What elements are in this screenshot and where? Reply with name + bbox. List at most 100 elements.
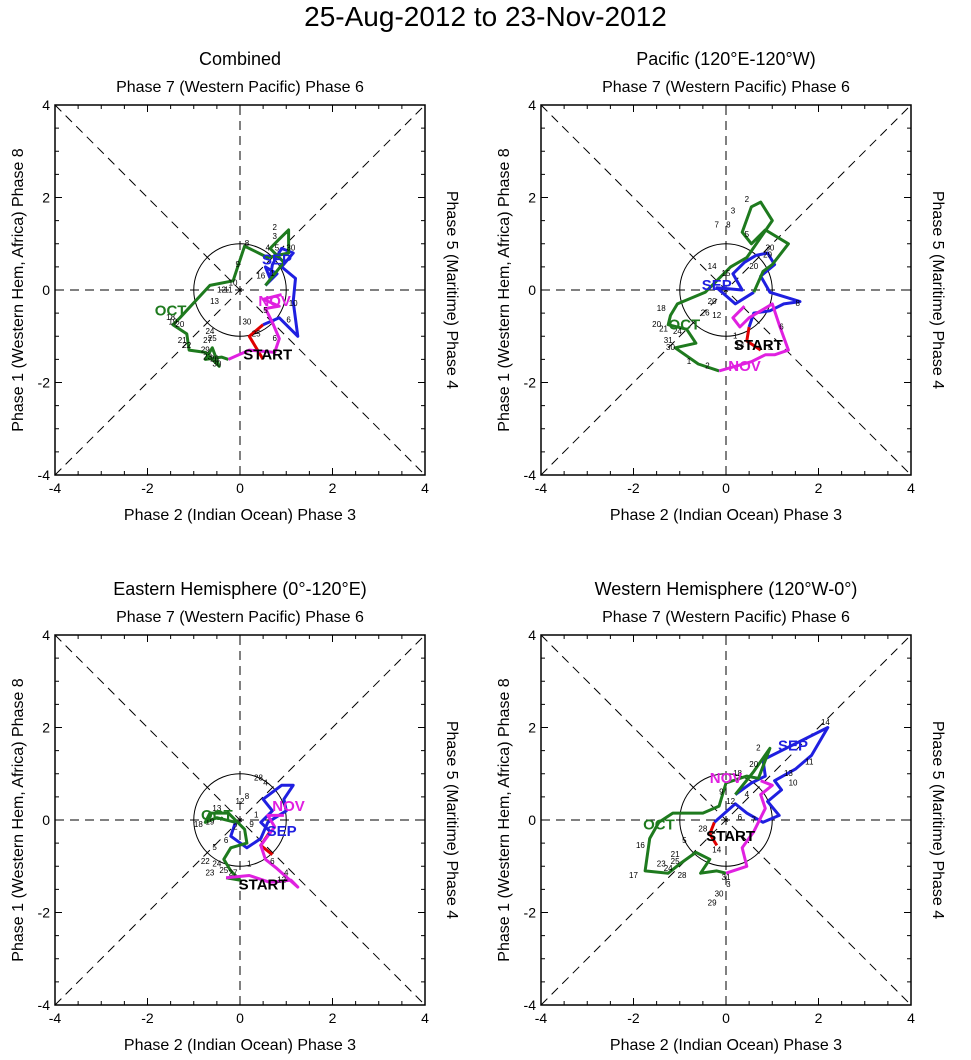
day-label: 2 [756,744,761,753]
day-label: 11 [224,285,233,294]
day-label: 28 [678,871,687,880]
right-axis-label: Phase 5 (Maritime) Phase 4 [929,721,946,919]
right-axis-label: Phase 5 (Maritime) Phase 4 [443,191,460,389]
day-label: 9 [235,260,240,269]
series-line-nov [227,293,282,361]
series-line-aug [745,326,762,352]
day-label: 30 [765,244,774,253]
y-tick-label: -2 [38,375,51,391]
day-label: 19 [205,818,214,827]
day-label: 4 [266,244,271,253]
x-tick-label: 4 [907,480,915,496]
day-label: 20 [175,320,184,329]
day-label: 16 [636,841,645,850]
day-label: 23 [203,352,212,361]
day-label: 9 [719,788,724,797]
day-label: 19 [168,318,177,327]
day-label: 14 [708,262,717,271]
series-line-oct [666,200,790,373]
day-label: 5 [263,306,268,315]
day-label: 24 [205,327,214,336]
day-label: 30 [666,343,675,352]
day-label: 31 [664,336,673,345]
day-label: 5 [212,843,217,852]
day-label: 25 [219,866,228,875]
day-label: 28 [254,774,263,783]
month-label-nov: NOV [258,293,291,310]
day-label: 30 [286,244,295,253]
month-label-start: START [239,876,288,893]
day-label: 2 [705,362,710,371]
series-line-nov [225,813,300,889]
x-tick-label: 2 [329,480,337,496]
y-tick-label: -4 [524,467,537,483]
main-title: 25-Aug-2012 to 23-Nov-2012 [304,1,667,32]
y-tick-label: 2 [528,190,536,206]
day-label: 21 [671,850,680,859]
day-label: 4 [745,790,750,799]
day-label: 9 [249,820,254,829]
day-label: 29 [201,345,210,354]
top-axis-label: Phase 7 (Western Pacific) Phase 6 [116,79,364,96]
x-tick-label: -2 [627,1010,640,1026]
day-label: 11 [805,758,814,767]
day-label: 12 [217,285,226,294]
right-axis-label: Phase 5 (Maritime) Phase 4 [929,191,946,389]
day-label: 26 [210,355,219,364]
x-tick-label: -4 [49,480,62,496]
diagonal-reference-line [540,634,912,1006]
unit-circle [679,243,773,337]
day-label: 7 [752,815,757,824]
y-tick-label: 0 [528,812,536,828]
day-label: 12 [236,797,245,806]
panel-title: Combined [199,49,281,69]
day-label: 13 [210,297,219,306]
month-label-sep: SEP [702,277,732,294]
month-label-sep: SEP [267,823,297,840]
y-tick-label: 0 [528,282,536,298]
day-label: 8 [245,239,250,248]
unit-circle [193,243,287,337]
x-tick-label: -2 [141,1010,154,1026]
day-label: 24 [212,859,221,868]
day-label: 27 [203,336,212,345]
x-tick-label: 0 [236,480,244,496]
series-line-sep [229,783,295,850]
x-tick-label: -2 [627,480,640,496]
day-label: 5 [745,230,750,239]
day-label: 12 [726,797,735,806]
y-tick-label: -4 [524,997,537,1013]
day-label: 23 [205,869,214,878]
month-label-sep: SEP [262,252,292,269]
day-label: 23 [657,859,666,868]
y-tick-label: 0 [42,282,50,298]
series-line-aug [708,821,719,847]
day-label: 24 [673,327,682,336]
day-label: 1 [733,332,738,341]
day-label: 27 [229,869,238,878]
day-label: 25 [671,857,680,866]
month-label-nov: NOV [728,358,761,375]
panel-title: Pacific (120°E-120°W) [636,49,815,69]
day-label: 16 [256,271,265,280]
day-label: 22 [182,341,191,350]
x-tick-label: 0 [722,480,730,496]
day-label: 10 [229,278,238,287]
month-label-nov: NOV [710,770,743,787]
series-line-nov [718,302,790,373]
month-label-oct: OCT [155,302,187,319]
day-label: 14 [735,341,744,350]
day-label: 29 [763,251,772,260]
day-label: 6 [224,836,229,845]
x-tick-label: 4 [907,1010,915,1026]
y-tick-label: 4 [528,97,536,113]
day-label: 8 [245,792,250,801]
left-axis-label: Phase 1 (Western Hem, Africa) Phase 8 [10,148,27,431]
x-tick-label: 0 [236,1010,244,1026]
y-tick-label: 2 [42,720,50,736]
month-label-start: START [706,828,755,845]
day-label: 3 [272,232,277,241]
y-tick-label: 0 [42,812,50,828]
bottom-axis-label: Phase 2 (Indian Ocean) Phase 3 [610,507,842,524]
panel-combined: Combined Phase 7 (Western Pacific) Phase … [10,49,460,524]
